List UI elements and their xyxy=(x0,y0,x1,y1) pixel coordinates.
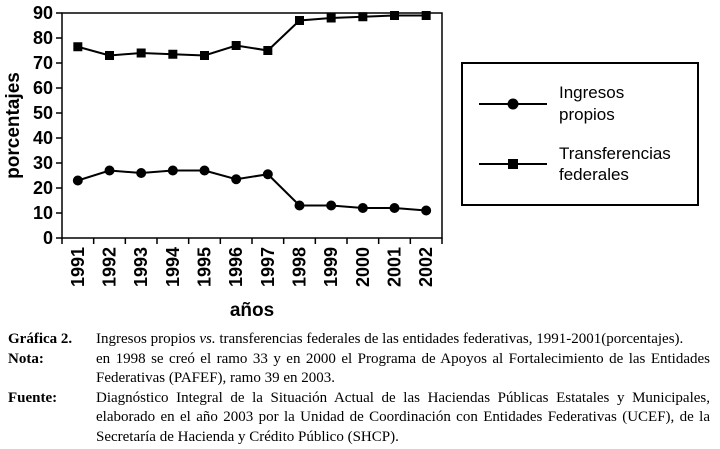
x-tick-label: 1996 xyxy=(226,247,246,287)
data-point-marker xyxy=(262,169,273,180)
data-point-marker xyxy=(294,200,305,211)
data-point-marker xyxy=(200,51,209,60)
series-line xyxy=(77,169,427,212)
y-tick-label: 60 xyxy=(33,78,53,98)
caption-text-post: transferencias federales de las entidade… xyxy=(215,331,684,347)
data-point-marker xyxy=(72,175,83,186)
caption-text: Ingresos propios vs. transferencias fede… xyxy=(96,330,710,350)
fuente-text: Diagnóstico Integral de la Situación Act… xyxy=(96,389,710,445)
x-tick-label: 1991 xyxy=(68,247,88,287)
nota-label: Nota: xyxy=(8,350,44,367)
caption-text-pre: Ingresos propios xyxy=(96,331,200,347)
caption-nota: Nota: en 1998 se creó el ramo 33 y en 20… xyxy=(8,350,710,389)
line-chart: 0 10 20 30 40 50 60 70 80 90 1991 1992 1993 1994 1995 1… xyxy=(0,0,460,322)
legend-label: Ingresos propios xyxy=(559,83,625,124)
data-point-marker xyxy=(390,11,399,20)
y-tick-label: 50 xyxy=(33,103,53,123)
data-point-marker xyxy=(358,12,368,22)
data-point-marker xyxy=(104,165,115,176)
data-point-marker xyxy=(295,16,304,25)
nota-text: en 1998 se creó el ramo 33 y en 2000 el … xyxy=(96,350,710,387)
x-tick-label: 1998 xyxy=(290,247,310,287)
y-tick-label: 90 xyxy=(33,3,53,23)
data-point-marker xyxy=(326,200,337,211)
data-point-marker xyxy=(136,48,146,58)
legend-item: Ingresos propios xyxy=(477,82,697,125)
data-point-marker xyxy=(231,174,242,185)
data-point-marker xyxy=(105,51,114,60)
data-point-marker xyxy=(167,165,178,176)
data-point-marker xyxy=(136,168,147,178)
caption-label: Gráfica 2. xyxy=(8,331,73,347)
x-tick-label: 2001 xyxy=(385,247,405,287)
y-tick-label: 0 xyxy=(43,228,53,248)
x-tick-label: 1995 xyxy=(195,247,215,287)
x-tick-label: 1993 xyxy=(131,247,151,287)
x-axis-title: años xyxy=(230,300,274,321)
data-point-marker xyxy=(421,11,431,20)
data-point-marker xyxy=(263,46,273,55)
data-point-marker xyxy=(73,42,83,52)
data-point-marker xyxy=(421,205,432,216)
circle-marker-icon xyxy=(479,98,547,110)
legend-label: Transferencias federales xyxy=(559,144,671,185)
x-tick-label: 1994 xyxy=(163,247,183,287)
y-tick-label: 40 xyxy=(33,128,53,148)
y-tick-label: 70 xyxy=(33,53,53,73)
figure-captions: Gráfica 2. Ingresos propios vs. transfer… xyxy=(8,330,710,447)
data-point-marker xyxy=(357,203,368,213)
y-tick-label: 30 xyxy=(33,153,53,173)
x-tick-label: 2002 xyxy=(416,247,436,287)
x-tick-label: 1997 xyxy=(258,247,278,287)
y-tick-label: 10 xyxy=(33,203,53,223)
x-tick-label: 1999 xyxy=(321,247,341,287)
data-point-marker xyxy=(389,203,400,213)
chart-canvas: 0 10 20 30 40 50 60 70 80 90 1991 1992 1993 1994 1995 1… xyxy=(3,3,443,321)
data-point-marker xyxy=(168,49,178,59)
data-point-marker xyxy=(231,41,241,50)
caption-grafica: Gráfica 2. Ingresos propios vs. transfer… xyxy=(8,330,710,350)
y-axis-title: porcentajes xyxy=(3,72,24,179)
fuente-label: Fuente: xyxy=(8,389,58,406)
caption-fuente: Fuente: Diagnóstico Integral de la Situa… xyxy=(8,389,710,448)
plot-border xyxy=(61,12,443,239)
series-line xyxy=(77,14,427,57)
data-point-marker xyxy=(199,165,210,176)
square-marker-icon xyxy=(479,159,547,170)
x-tick-label: 2000 xyxy=(353,247,373,287)
legend-item: Transferencias federales xyxy=(477,143,697,186)
y-tick-label: 20 xyxy=(33,178,53,198)
caption-vs: vs. xyxy=(199,331,216,347)
x-tick-label: 1992 xyxy=(100,247,120,287)
legend: Ingresos propios Transferencias federale… xyxy=(461,62,699,206)
data-point-marker xyxy=(326,13,336,23)
y-tick-label: 80 xyxy=(33,28,53,48)
